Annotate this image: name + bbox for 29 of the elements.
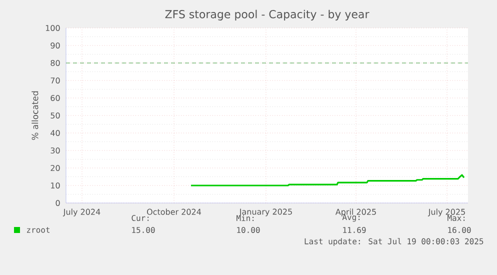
x-tick-label: October 2024 — [147, 208, 202, 215]
y-tick-label: 50 — [50, 112, 60, 119]
chart-title: ZFS storage pool - Capacity - by year — [165, 10, 370, 20]
text: Last update: Sat Jul 19 00:00:03 2025 — [304, 238, 484, 246]
y-axis-title: % allocated — [32, 91, 38, 140]
y-tick-label: 70 — [50, 77, 60, 84]
y-tick-label: 10 — [51, 182, 60, 189]
text: 11.69 — [343, 226, 366, 234]
text: 10.00 — [237, 226, 260, 234]
y-tick-label: 100 — [46, 24, 60, 32]
y-tick-label: 90 — [50, 42, 60, 49]
legend-label: zroot — [27, 227, 50, 233]
y-tick-label: 40 — [50, 130, 60, 136]
x-tick-label: January 2025 — [238, 208, 292, 216]
x-tick-label: July 2025 — [428, 208, 465, 216]
text: Cur: — [132, 214, 149, 222]
y-tick-label: 30 — [50, 147, 60, 154]
y-tick-label: 20 — [50, 164, 60, 172]
y-tick-label: 0 — [56, 200, 60, 206]
text: Max: — [448, 215, 465, 221]
text: Avg: — [342, 214, 360, 222]
text: Min: — [236, 214, 254, 222]
x-tick-label: April 2025 — [335, 208, 376, 216]
text: 15.00 — [132, 226, 155, 234]
text: 16.00 — [448, 226, 471, 234]
line-series — [190, 174, 465, 186]
y-tick-label: 80 — [50, 60, 60, 66]
x-tick-label: July 2024 — [62, 208, 100, 216]
y-tick-label: 60 — [50, 94, 60, 102]
